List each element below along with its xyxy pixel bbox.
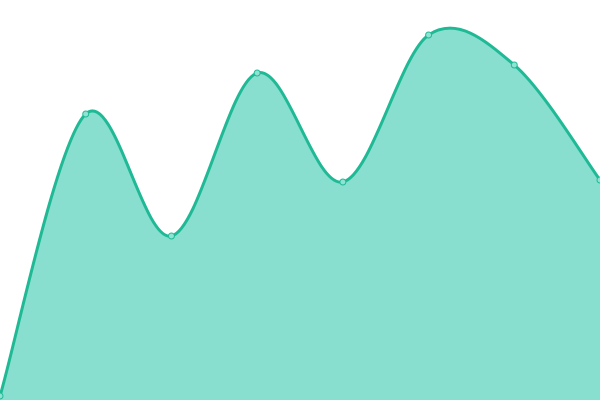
data-points	[0, 31, 600, 400]
data-point-4	[339, 178, 347, 186]
data-point-6	[510, 61, 518, 69]
data-point-1	[82, 110, 90, 118]
data-point-5	[425, 31, 433, 39]
data-point-7	[596, 176, 600, 184]
area-fill	[0, 28, 600, 400]
data-point-2	[167, 232, 175, 240]
data-point-0	[0, 392, 4, 400]
data-point-3	[253, 69, 261, 77]
